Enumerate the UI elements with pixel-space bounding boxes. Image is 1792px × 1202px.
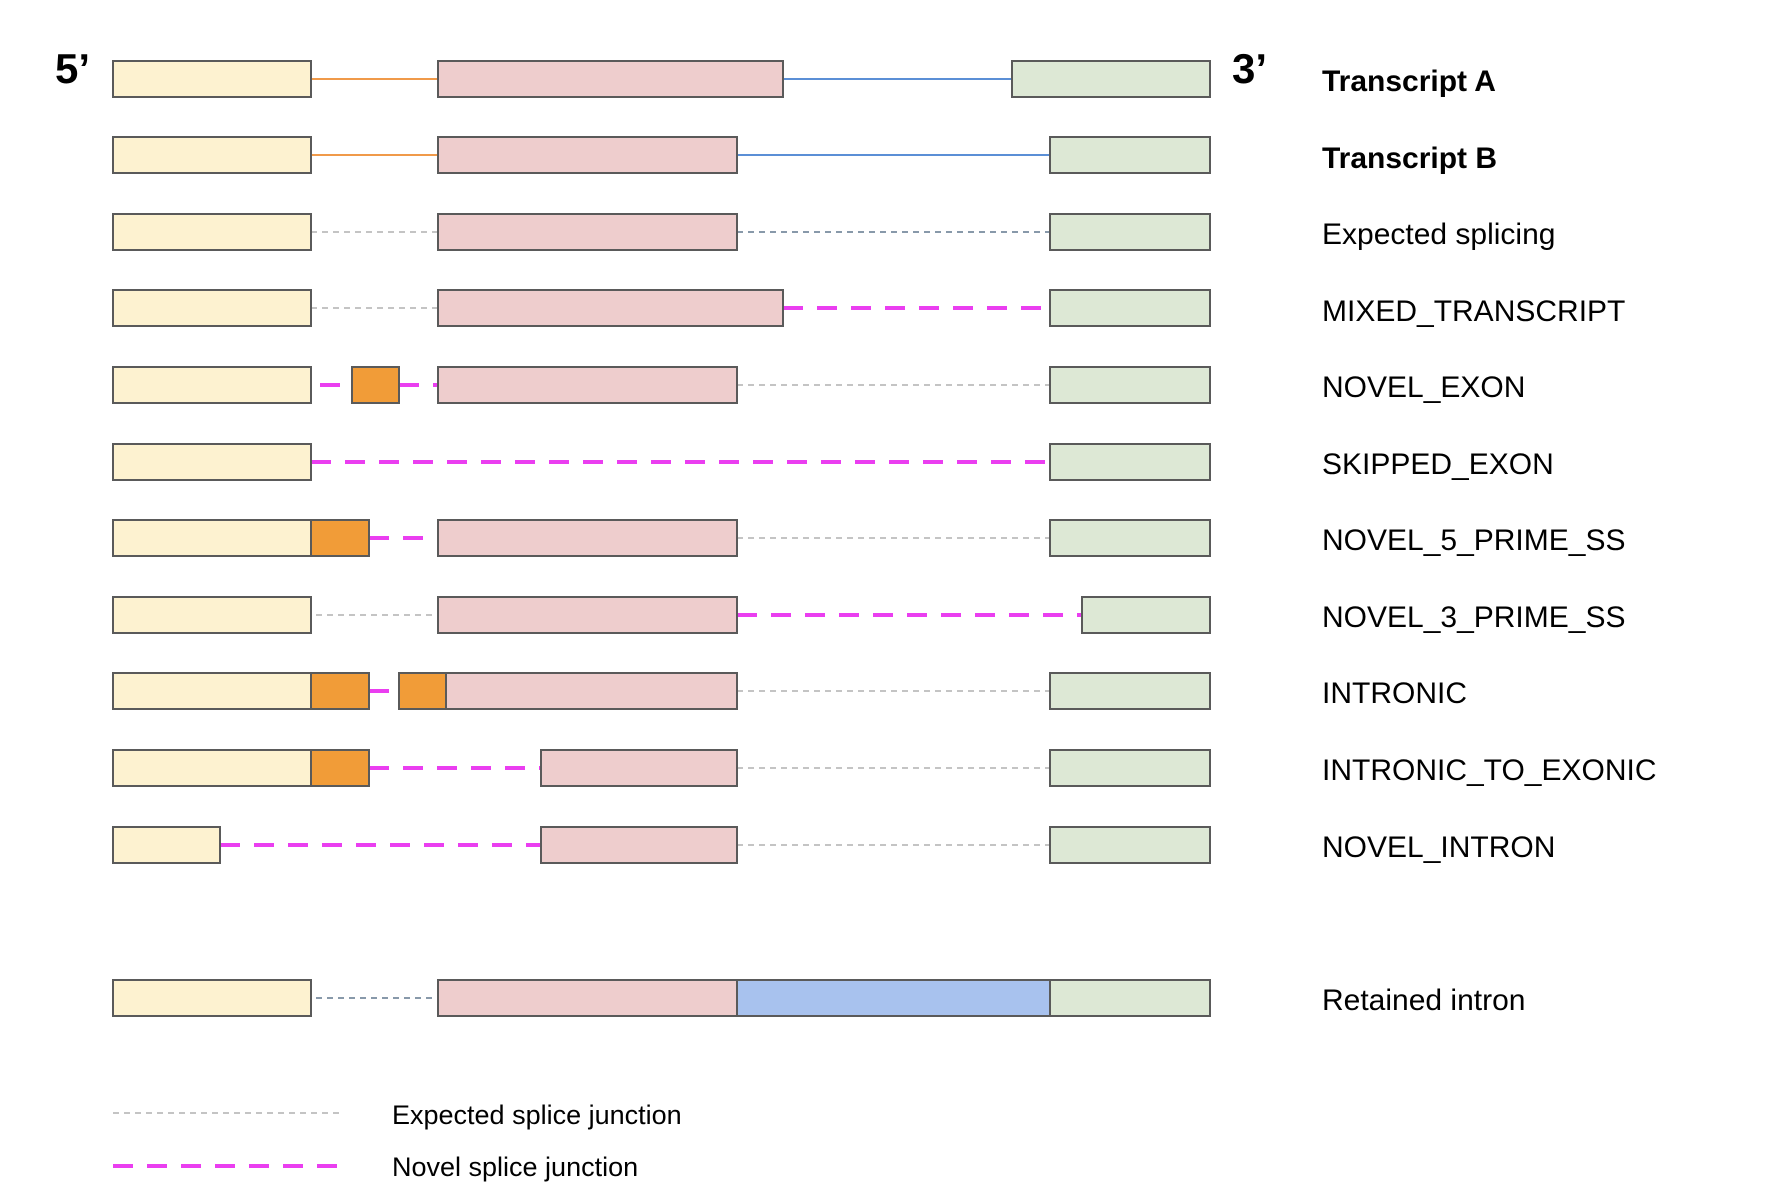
- exon-2: [540, 826, 738, 864]
- exon-3: [1049, 289, 1211, 327]
- row-label: SKIPPED_EXON: [1322, 448, 1554, 481]
- exon-2: [437, 213, 738, 251]
- exon-1: [112, 519, 312, 557]
- row-label: Transcript A: [1322, 65, 1496, 98]
- exon-3: [1049, 749, 1211, 787]
- novel-exon: [351, 366, 400, 404]
- exon-1: [112, 60, 312, 98]
- exon-2: [437, 60, 784, 98]
- exon-1: [112, 443, 312, 481]
- novel-extension: [310, 672, 370, 710]
- exon-1: [112, 136, 312, 174]
- row-transcript-a: Transcript A: [112, 60, 1496, 98]
- exon-2: [437, 979, 738, 1017]
- exon-2: [437, 366, 738, 404]
- row-label: Retained intron: [1322, 984, 1525, 1017]
- row-skipped-exon: SKIPPED_EXON: [112, 443, 1554, 481]
- legend: Expected splice junction Novel splice ju…: [113, 1100, 682, 1182]
- exon-3: [1049, 519, 1211, 557]
- exon-1: [112, 979, 312, 1017]
- row-label: MIXED_TRANSCRIPT: [1322, 295, 1625, 328]
- row-mixed-transcript: MIXED_TRANSCRIPT: [112, 289, 1625, 328]
- row-expected-splicing: Expected splicing: [112, 213, 1555, 251]
- five-prime-label: 5’: [55, 45, 90, 92]
- legend-expected-label: Expected splice junction: [392, 1100, 682, 1130]
- row-label: INTRONIC: [1322, 677, 1467, 710]
- three-prime-label: 3’: [1232, 45, 1267, 92]
- row-novel-exon: NOVEL_EXON: [112, 366, 1525, 404]
- row-label: NOVEL_3_PRIME_SS: [1322, 601, 1625, 634]
- exon-3: [1011, 60, 1211, 98]
- exon-3: [1049, 672, 1211, 710]
- row-transcript-b: Transcript B: [112, 136, 1497, 175]
- novel-extension: [310, 519, 370, 557]
- exon-3: [1049, 366, 1211, 404]
- row-intronic-to-exonic: INTRONIC_TO_EXONIC: [112, 749, 1657, 787]
- exon-2: [437, 289, 784, 327]
- exon-1: [112, 596, 312, 634]
- row-label: NOVEL_INTRON: [1322, 831, 1555, 864]
- exon-1: [112, 213, 312, 251]
- exon-3: [1049, 826, 1211, 864]
- exon-3: [1049, 979, 1211, 1017]
- row-label: Expected splicing: [1322, 218, 1555, 251]
- row-label: Transcript B: [1322, 142, 1497, 175]
- exon-1: [112, 289, 312, 327]
- retained-intron: [736, 979, 1051, 1017]
- exon-1: [112, 749, 312, 787]
- exon-2: [540, 749, 738, 787]
- exon-2: [445, 672, 738, 710]
- exon-3: [1049, 136, 1211, 174]
- exon-3: [1049, 213, 1211, 251]
- row-label: INTRONIC_TO_EXONIC: [1322, 754, 1657, 787]
- exon-2: [437, 136, 738, 174]
- novel-extension: [398, 672, 447, 710]
- exon-3: [1049, 443, 1211, 481]
- novel-extension: [310, 749, 370, 787]
- exon-1: [112, 826, 221, 864]
- row-retained-intron: Retained intron: [112, 979, 1525, 1017]
- exon-1: [112, 366, 312, 404]
- exon-2: [437, 596, 738, 634]
- legend-novel-label: Novel splice junction: [392, 1152, 638, 1182]
- row-label: NOVEL_5_PRIME_SS: [1322, 524, 1625, 557]
- row-intronic: INTRONIC: [112, 672, 1467, 710]
- row-novel-3-prime-ss: NOVEL_3_PRIME_SS: [112, 596, 1625, 634]
- row-novel-5-prime-ss: NOVEL_5_PRIME_SS: [112, 519, 1625, 557]
- row-novel-intron: NOVEL_INTRON: [112, 826, 1555, 864]
- exon-3: [1081, 596, 1211, 634]
- row-label: NOVEL_EXON: [1322, 371, 1525, 404]
- exon-2: [437, 519, 738, 557]
- exon-1: [112, 672, 312, 710]
